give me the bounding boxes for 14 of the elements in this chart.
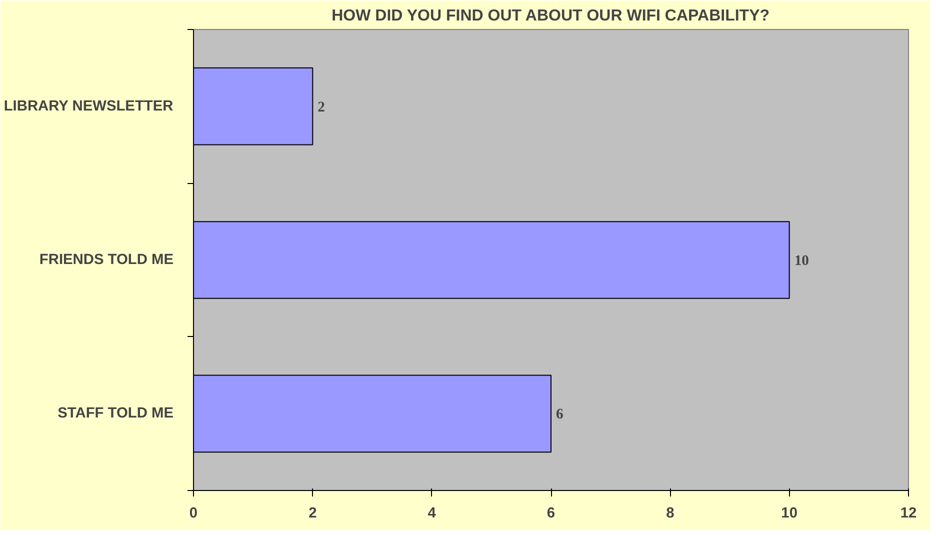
x-tick-label: 0 bbox=[189, 506, 198, 522]
chart-title: HOW DID YOU FIND OUT ABOUT OUR WIFI CAPABILITY? bbox=[332, 8, 770, 24]
data-label: 10 bbox=[794, 253, 809, 269]
x-tick-label: 10 bbox=[781, 506, 798, 522]
y-tick-label: STAFF TOLD ME bbox=[58, 406, 174, 422]
y-tick-label: FRIENDS TOLD ME bbox=[39, 252, 174, 268]
x-tick-label: 8 bbox=[666, 506, 674, 522]
x-tick-label: 4 bbox=[428, 506, 437, 522]
x-tick-label: 12 bbox=[900, 506, 917, 522]
data-label: 2 bbox=[318, 99, 325, 116]
x-tick-label: 2 bbox=[308, 506, 317, 522]
data-label: 6 bbox=[556, 406, 564, 423]
y-tick-label: LIBRARY NEWSLETTER bbox=[4, 98, 174, 114]
x-tick-label: 6 bbox=[546, 506, 556, 522]
